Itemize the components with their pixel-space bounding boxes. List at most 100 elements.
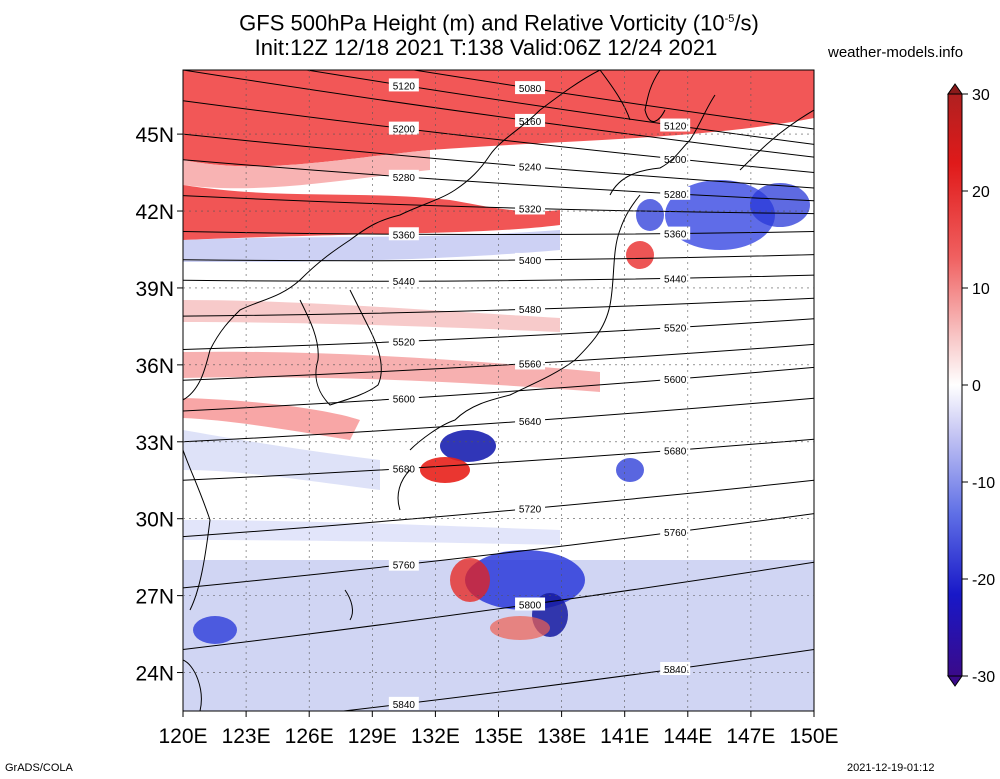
contour-label: 5240 xyxy=(519,163,542,174)
contour-label: 5600 xyxy=(393,394,416,405)
contour-label: 5800 xyxy=(519,600,542,611)
contour-label: 5120 xyxy=(664,122,687,133)
contour-label: 5280 xyxy=(664,190,687,201)
contour-label: 5440 xyxy=(393,277,416,288)
contour-label-bg xyxy=(660,226,691,240)
colorbar-tick-label: -30 xyxy=(972,669,995,686)
contour-5760 xyxy=(183,513,814,589)
contour-5120 xyxy=(303,70,814,145)
colorbar-bottom-arrow xyxy=(947,675,963,687)
lon-tick-label: 126E xyxy=(285,725,334,748)
lon-tick-label: 132E xyxy=(411,725,460,748)
contour-label: 5480 xyxy=(519,305,542,316)
contour-label: 5280 xyxy=(393,173,416,184)
contour-label-bg xyxy=(388,557,419,571)
chart-title: GFS 500hPa Height (m) and Relative Vorti… xyxy=(239,10,759,36)
height-contour-labels: 5080 5120 5120 5160 5200 5200 5240 5280 5280 5320… xyxy=(388,78,691,711)
contour-5280 xyxy=(183,159,814,202)
lat-tick-label: 27N xyxy=(135,586,174,609)
lat-tick-label: 30N xyxy=(135,509,174,532)
contour-label: 5680 xyxy=(664,446,687,457)
contour-label: 5760 xyxy=(393,561,416,572)
contour-label-bg xyxy=(388,121,419,135)
colorbar-tick-label: -20 xyxy=(972,572,995,589)
colorbar-tick-label: 10 xyxy=(972,281,990,298)
lon-tick-label: 147E xyxy=(726,725,775,748)
lat-tick-label: 45N xyxy=(135,124,174,147)
contour-5360 xyxy=(183,231,814,236)
contour-label-bg xyxy=(660,320,691,334)
colorbar-tick-label: -10 xyxy=(972,475,995,492)
contour-label-bg xyxy=(660,372,691,386)
contour-label-bg xyxy=(515,159,546,173)
contour-label-bg xyxy=(388,391,419,405)
contour-label: 5160 xyxy=(519,117,542,128)
lon-tick-label: 129E xyxy=(348,725,397,748)
contour-label: 5560 xyxy=(519,359,542,370)
contour-label-bg xyxy=(660,271,691,285)
contour-5800 xyxy=(183,561,814,650)
footer-timestamp: 2021-12-19-01:12 xyxy=(847,762,935,774)
lon-tick-label: 150E xyxy=(789,725,838,748)
contour-5400 xyxy=(183,254,814,262)
contour-5520 xyxy=(183,318,814,350)
contour-label-bg xyxy=(660,151,691,165)
lat-axis: 24N 27N 30N 33N 36N 39N 42N 45N xyxy=(135,124,814,686)
contour-label: 5520 xyxy=(393,337,416,348)
footer-software: GrADS/COLA xyxy=(5,762,73,774)
colorbar-body xyxy=(947,93,963,677)
contour-5320 xyxy=(183,195,814,215)
lat-tick-label: 39N xyxy=(135,278,174,301)
contour-5680 xyxy=(183,438,814,481)
contour-label: 5640 xyxy=(519,417,542,428)
lon-tick-label: 138E xyxy=(537,725,586,748)
contour-label-bg xyxy=(515,302,546,316)
contour-label: 5360 xyxy=(664,230,687,241)
contour-label-bg xyxy=(388,169,419,183)
contour-label-bg xyxy=(515,113,546,127)
colorbar-tick-label: 30 xyxy=(972,87,990,104)
lon-tick-label: 144E xyxy=(663,725,712,748)
chart-subtitle: Init:12Z 12/18 2021 T:138 Valid:06Z 12/2… xyxy=(254,35,718,60)
lon-tick-label: 120E xyxy=(158,725,207,748)
contour-label: 5360 xyxy=(393,230,416,241)
lat-tick-label: 33N xyxy=(135,432,174,455)
contour-label-bg xyxy=(515,252,546,266)
coastlines xyxy=(183,70,814,711)
contour-label: 5720 xyxy=(519,505,542,516)
contour-label-bg xyxy=(388,461,419,475)
lat-tick-label: 24N xyxy=(135,663,174,686)
contour-label-bg xyxy=(660,662,691,676)
contour-label-bg xyxy=(660,118,691,132)
contour-label: 5080 xyxy=(519,84,542,95)
contour-label: 5200 xyxy=(664,155,687,166)
contour-label-bg xyxy=(515,501,546,515)
contour-label: 5840 xyxy=(393,700,416,711)
colorbar-tick-label: 20 xyxy=(972,184,990,201)
contour-5600 xyxy=(183,366,814,412)
site-label: weather-models.info xyxy=(828,44,964,61)
contour-label-bg xyxy=(388,78,419,92)
contour-5720 xyxy=(183,479,814,538)
contour-5200 xyxy=(183,100,814,174)
contour-label-bg xyxy=(660,524,691,538)
contour-label: 5120 xyxy=(393,81,416,92)
contour-label: 5520 xyxy=(664,324,687,335)
lat-tick-label: 36N xyxy=(135,355,174,378)
lon-axis: 120E 123E 126E 129E 132E 135E 138E 141E 144E 147E… xyxy=(158,70,839,748)
colorbar-top-arrow xyxy=(947,83,963,95)
contour-5840 xyxy=(339,648,814,711)
contour-label-bg xyxy=(388,334,419,348)
contour-label-bg xyxy=(388,227,419,241)
lon-tick-label: 141E xyxy=(600,725,649,748)
contour-label-bg xyxy=(515,413,546,427)
contour-5240 xyxy=(183,133,814,189)
contour-label: 5200 xyxy=(393,125,416,136)
contour-label: 5600 xyxy=(664,375,687,386)
lon-tick-label: 123E xyxy=(222,725,271,748)
contour-5160 xyxy=(183,70,814,158)
contour-label: 5760 xyxy=(664,528,687,539)
contour-label: 5400 xyxy=(519,256,542,267)
contour-label-bg xyxy=(515,81,546,95)
